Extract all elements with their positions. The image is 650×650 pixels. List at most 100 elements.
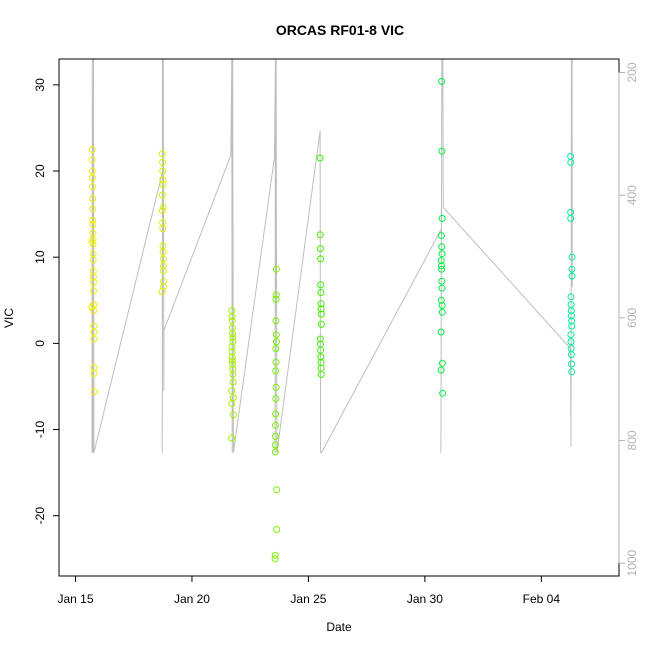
background-line-layer [91, 58, 573, 454]
data-point [438, 214, 446, 222]
data-point [89, 256, 97, 264]
data-point [438, 243, 446, 251]
y-tick-label: 10 [33, 250, 47, 264]
data-point [568, 322, 576, 330]
data-point [229, 378, 237, 386]
secondary-tick-label: 400 [625, 185, 639, 205]
data-point [316, 245, 324, 253]
data-point [272, 345, 280, 352]
series-rf02 [158, 150, 168, 296]
data-point [567, 158, 575, 166]
altitude-trace-line [91, 58, 573, 454]
chart-title: ORCAS RF01-8 VIC [276, 22, 404, 38]
data-point [568, 265, 576, 273]
series-rf03 [228, 307, 237, 442]
secondary-tick-label: 600 [625, 307, 639, 327]
data-point [158, 288, 166, 296]
x-axis-label: Date [326, 620, 352, 634]
data-point [158, 150, 166, 158]
data-point [160, 277, 167, 285]
data-point [90, 278, 97, 286]
data-point [159, 225, 167, 233]
data-point [271, 551, 279, 559]
x-tick-label: Jan 20 [174, 592, 210, 606]
series-rf01 [88, 146, 98, 396]
data-point [272, 383, 280, 391]
x-tick-label: Feb 04 [523, 592, 561, 606]
data-point [567, 351, 575, 359]
series-rf05 [316, 154, 325, 378]
data-point [272, 421, 279, 429]
y-tick-label: 30 [33, 78, 47, 92]
data-point [228, 400, 236, 408]
data-point [567, 338, 575, 346]
data-point [316, 154, 324, 162]
data-point [437, 257, 445, 265]
data-point [567, 307, 575, 315]
data-point [272, 295, 280, 303]
data-point [272, 291, 280, 299]
data-point [272, 317, 280, 325]
data-point [271, 441, 279, 449]
data-point [317, 281, 325, 289]
y-tick-label: 20 [33, 164, 47, 178]
secondary-tick-label: 800 [625, 430, 639, 450]
data-point [160, 283, 168, 290]
data-point [437, 366, 445, 374]
data-point [317, 353, 325, 361]
data-point [89, 205, 97, 213]
data-point [229, 330, 237, 338]
data-point [438, 265, 446, 273]
data-point [272, 395, 280, 402]
x-tick-label: Jan 30 [407, 592, 443, 606]
data-point [89, 183, 96, 190]
data-point [89, 220, 97, 228]
data-point [271, 555, 279, 563]
data-point [90, 287, 97, 295]
data-point [158, 207, 166, 215]
data-point [317, 305, 325, 313]
data-point [159, 158, 166, 166]
data-point [438, 147, 446, 155]
data-point [272, 331, 280, 339]
data-point [229, 338, 237, 346]
data-point [229, 333, 237, 341]
series-rf06 [437, 77, 447, 397]
data-point [438, 277, 446, 285]
data-point [438, 359, 446, 367]
data-point [228, 317, 236, 325]
data-point [317, 310, 325, 318]
data-point [159, 176, 167, 184]
data-point [159, 262, 167, 270]
data-point [159, 255, 167, 263]
data-point [317, 289, 325, 296]
data-point [229, 357, 236, 365]
data-point [271, 432, 279, 440]
data-point [228, 313, 236, 321]
data-point [438, 77, 446, 85]
data-point [88, 303, 96, 311]
secondary-tick-label: 1000 [625, 549, 639, 576]
data-point [567, 331, 575, 339]
data-point [90, 370, 98, 377]
data-point [229, 365, 237, 373]
series-rf07 [567, 152, 576, 376]
points-layer [88, 77, 576, 563]
data-point [273, 338, 280, 346]
y-axis-label: VIC [2, 308, 16, 328]
data-point [316, 335, 324, 343]
data-point [230, 411, 237, 419]
data-point [568, 253, 576, 261]
data-point [273, 526, 281, 533]
y-tick-label: 0 [33, 340, 47, 347]
series-rf04 [271, 265, 281, 563]
data-point [272, 265, 280, 273]
data-point [273, 486, 281, 494]
data-point [88, 174, 96, 182]
data-point [568, 360, 575, 368]
data-point [90, 307, 98, 315]
data-point [228, 434, 236, 442]
data-point [90, 335, 98, 343]
secondary-tick-label: 200 [625, 62, 639, 82]
